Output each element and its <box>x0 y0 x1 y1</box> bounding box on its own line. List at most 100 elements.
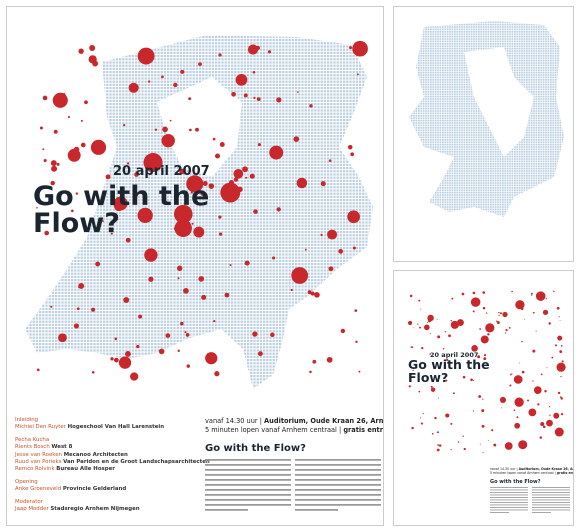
urban-area <box>436 318 438 320</box>
urban-area <box>521 370 525 374</box>
urban-area <box>532 349 536 353</box>
text-line <box>490 499 528 501</box>
urban-area <box>128 82 139 93</box>
urban-area <box>42 148 45 151</box>
urban-area <box>483 357 487 361</box>
urban-area <box>561 360 564 363</box>
urban-area <box>502 311 508 318</box>
urban-area <box>43 159 47 163</box>
entry: gratis entree <box>343 426 383 434</box>
text-line <box>532 512 551 513</box>
speaker: Rients Bosch West 8 <box>15 444 210 451</box>
urban-area <box>191 222 194 225</box>
urban-area <box>540 373 543 376</box>
urban-area <box>457 441 460 443</box>
urban-area <box>510 374 512 376</box>
urban-area <box>36 206 38 209</box>
urban-area <box>144 248 158 262</box>
urban-area <box>356 73 359 76</box>
urban-area <box>235 73 248 86</box>
urban-area <box>419 417 422 419</box>
urban-area <box>95 261 101 267</box>
urban-area <box>470 378 473 382</box>
urban-area <box>511 373 513 375</box>
urban-area <box>450 320 452 322</box>
urban-area <box>480 335 489 344</box>
urban-area <box>462 435 464 437</box>
urban-area <box>174 219 192 238</box>
urban-area <box>491 429 494 432</box>
urban-area <box>412 369 414 372</box>
urban-area <box>450 320 459 329</box>
text-line <box>295 474 381 476</box>
text-line <box>205 459 291 461</box>
urban-area <box>51 165 58 172</box>
urban-area <box>446 358 449 362</box>
urban-area <box>125 237 131 243</box>
time: vanaf 14.30 uur <box>490 467 516 471</box>
urban-area <box>56 162 60 166</box>
urban-area <box>138 314 143 319</box>
urban-area <box>462 375 466 379</box>
urban-area <box>537 403 540 406</box>
urban-area <box>530 294 533 296</box>
urban-area <box>559 319 561 321</box>
urban-area <box>219 142 225 147</box>
urban-area <box>487 333 490 336</box>
urban-area <box>429 353 431 355</box>
urban-area <box>186 175 204 193</box>
urban-area <box>177 277 180 280</box>
urban-area <box>53 129 58 134</box>
urban-area <box>479 328 482 330</box>
urban-area <box>559 396 562 398</box>
urban-area <box>257 351 263 357</box>
text-line <box>205 499 291 501</box>
speaker-name: Michiel Den Ruyter <box>15 424 66 431</box>
text-line <box>205 464 291 466</box>
venue: Auditorium, Oude Kraan 26, Arnhem <box>264 417 384 425</box>
urban-area <box>484 354 487 357</box>
text-line <box>532 494 570 496</box>
urban-area <box>320 233 323 237</box>
urban-area <box>499 312 502 315</box>
urban-area <box>528 408 537 417</box>
urban-area <box>482 291 486 294</box>
urban-area <box>436 448 440 452</box>
urban-area <box>102 220 104 222</box>
text-line <box>295 494 381 496</box>
speaker-org: Mecanoo Architecten <box>63 451 128 458</box>
urban-area <box>519 362 520 364</box>
urban-area <box>256 97 261 102</box>
text-line <box>490 504 528 506</box>
urban-area <box>167 135 170 138</box>
urban-area <box>355 340 358 344</box>
urban-area <box>78 282 85 289</box>
urban-area <box>548 406 551 408</box>
urban-area <box>242 166 248 173</box>
text-line <box>490 497 528 498</box>
text-line <box>532 497 570 498</box>
urban-area <box>504 442 513 450</box>
urban-area <box>137 47 155 65</box>
urban-area <box>270 332 275 338</box>
urban-area <box>499 396 507 403</box>
urban-area <box>229 264 232 267</box>
urban-area <box>557 335 563 341</box>
urban-area <box>189 128 192 132</box>
urban-area <box>481 409 485 413</box>
urban-area <box>485 323 495 333</box>
urban-area <box>514 397 524 407</box>
urban-area <box>328 266 334 272</box>
historic-map <box>409 21 564 217</box>
urban-area <box>477 355 481 359</box>
urban-area <box>147 80 151 83</box>
urban-area <box>297 91 299 93</box>
small-poster: 20 april 2007 Go with the Flow? vanaf 14… <box>393 270 574 526</box>
speaker-org: Van Paridon en de Groot Landschapsarchit… <box>63 459 210 466</box>
urban-area <box>50 305 53 308</box>
urban-area <box>310 291 315 296</box>
urban-area <box>137 207 153 224</box>
urban-area <box>408 385 411 388</box>
urban-area <box>213 320 216 323</box>
text-line <box>295 484 381 486</box>
